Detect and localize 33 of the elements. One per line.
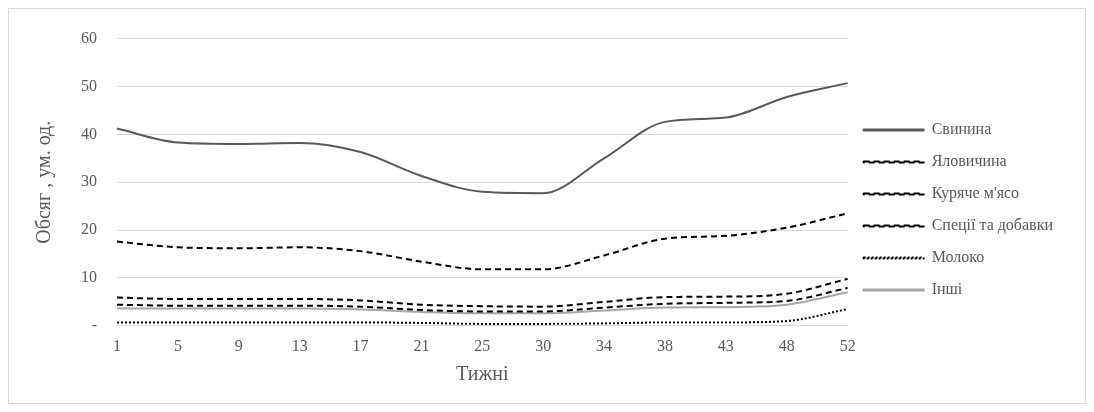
legend-label: Яловичина <box>931 152 1007 170</box>
x-tick-label: 5 <box>173 336 182 354</box>
y-tick-label: 50 <box>81 76 97 94</box>
x-axis-title: Тижні <box>456 362 510 385</box>
line-series <box>116 277 849 308</box>
legend-label: Свинина <box>931 120 992 138</box>
x-tick-label: 30 <box>535 336 552 354</box>
line-series <box>116 82 849 195</box>
line-series <box>116 291 849 315</box>
x-tick-label: 17 <box>352 336 369 354</box>
x-tick-label: 48 <box>778 336 795 354</box>
x-tick-label: 25 <box>474 336 491 354</box>
x-tick-label: 34 <box>596 336 613 354</box>
y-tick-label: 60 <box>81 28 97 46</box>
y-tick-label: 20 <box>81 220 97 238</box>
y-tick-label: 30 <box>81 172 97 190</box>
legend-label: Інші <box>931 280 963 298</box>
line-series <box>116 308 849 325</box>
legend-label: Спеції та добавки <box>931 216 1054 235</box>
legend-label: Молоко <box>931 248 985 266</box>
line-series <box>116 286 849 313</box>
y-tick-label: - <box>91 316 97 333</box>
x-tick-label: 13 <box>291 336 308 354</box>
x-tick-label: 21 <box>413 336 430 354</box>
x-tick-label: 52 <box>839 336 856 354</box>
y-tick-label: 10 <box>81 268 97 286</box>
y-tick-label: 40 <box>81 124 97 142</box>
legend-label: Куряче м'ясо <box>931 184 1020 203</box>
x-tick-label: 43 <box>717 336 734 354</box>
x-tick-label: 9 <box>234 336 243 354</box>
x-tick-label: 1 <box>113 336 121 354</box>
y-axis-title: Обсяг , ум. од. <box>32 120 56 244</box>
x-tick-label: 38 <box>656 336 673 354</box>
